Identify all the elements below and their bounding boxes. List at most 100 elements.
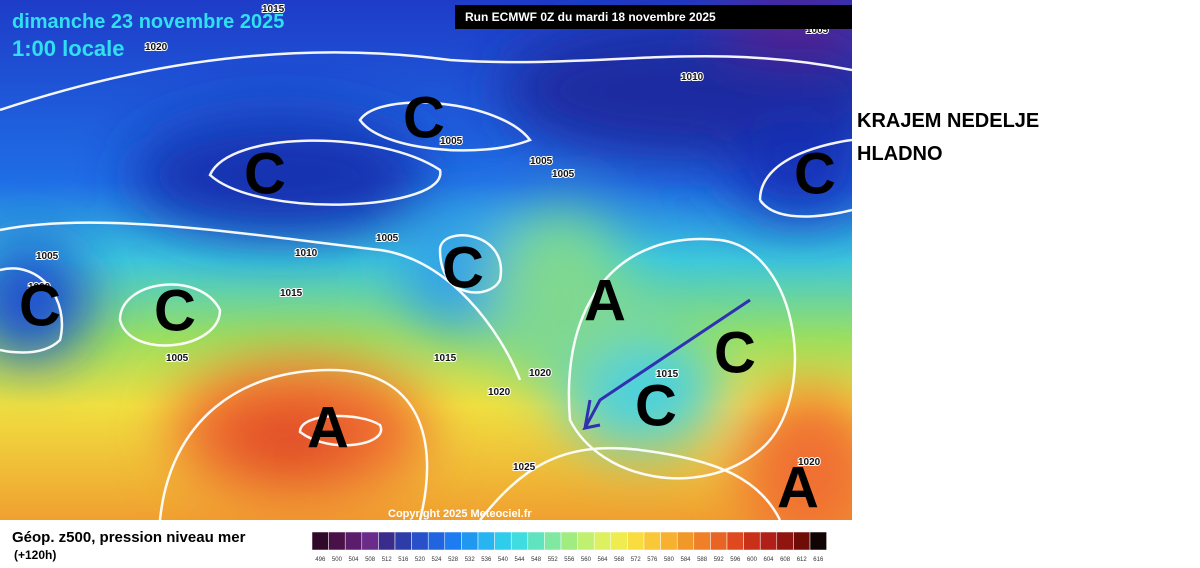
colorbar-swatch — [461, 531, 479, 551]
pressure-system: A — [584, 268, 626, 333]
colorbar-swatch — [793, 531, 811, 551]
colorbar-label: 520 — [415, 557, 426, 563]
copyright: Copyright 2025 Meteociel.fr — [388, 508, 532, 520]
colorbar-label: 556 — [564, 557, 575, 563]
colorbar-label: 524 — [431, 557, 442, 563]
colorbar-label: 552 — [548, 557, 559, 563]
colorbar-label: 584 — [680, 557, 691, 563]
colorbar-swatch — [394, 531, 412, 551]
isobar-label: 1015 — [280, 288, 303, 299]
map: 1015 1020 1005 1010 1005 1005 1005 1010 1005 1000… — [0, 0, 852, 520]
isobar-label: 1015 — [434, 353, 457, 364]
run-info: Run ECMWF 0Z du mardi 18 novembre 2025 — [465, 10, 716, 24]
time-label: 1:00 locale — [12, 36, 125, 61]
colorbar-swatch — [510, 531, 529, 551]
colorbar-swatch — [809, 531, 827, 551]
colorbar-swatch — [593, 531, 612, 551]
colorbar-swatch — [344, 531, 363, 551]
colorbar-swatch — [560, 531, 578, 551]
colorbar-label: 596 — [730, 557, 741, 563]
colorbar-label: 592 — [714, 557, 725, 563]
isobar-label: 1020 — [529, 368, 552, 379]
pressure-system: A — [777, 455, 819, 520]
colorbar-label: 600 — [747, 557, 758, 563]
isobar-label: 1000 — [28, 282, 51, 293]
pressure-system: C — [635, 373, 677, 438]
annotation-line: KRAJEM NEDELJE — [857, 110, 1039, 132]
colorbar-swatch — [527, 531, 545, 551]
colorbar-label: 516 — [398, 557, 409, 563]
colorbar-label: 512 — [382, 557, 393, 563]
colorbar-swatch — [361, 531, 379, 551]
colorbar-swatch — [627, 531, 645, 551]
colorbar-swatch — [544, 531, 562, 551]
colorbar-swatch — [776, 531, 794, 551]
colorbar-label: 564 — [597, 557, 608, 563]
isobar-label: 1015 — [262, 4, 285, 15]
colorbar-swatch — [444, 531, 462, 551]
lead-time: (+120h) — [14, 548, 56, 562]
isobar-label: 1025 — [513, 462, 536, 473]
isobar-label: 1005 — [166, 353, 189, 364]
colorbar-label: 536 — [481, 557, 492, 563]
colorbar-label: 588 — [697, 557, 708, 563]
colorbar-swatch — [610, 531, 628, 551]
colorbar-swatch — [743, 531, 761, 551]
pressure-system: A — [307, 395, 349, 460]
colorbar-label: 528 — [448, 557, 459, 563]
isobar-label: 1005 — [552, 169, 575, 180]
colorbar-swatch — [411, 531, 429, 551]
colorbar-label: 612 — [797, 557, 808, 563]
colorbar-swatch — [311, 531, 329, 551]
colorbar-label: 608 — [780, 557, 791, 563]
colorbar-swatch — [494, 531, 512, 551]
isobar-label: 1005 — [530, 156, 553, 167]
colorbar-label: 568 — [614, 557, 625, 563]
isobar-label: 1005 — [440, 136, 463, 147]
isobar-label: 1020 — [488, 387, 511, 398]
colorbar-swatch — [676, 531, 695, 551]
date-label: dimanche 23 novembre 2025 — [12, 11, 284, 33]
colorbar-swatch — [726, 531, 744, 551]
pressure-system: C — [403, 85, 445, 150]
colorbar-label: 508 — [365, 557, 376, 563]
colorbar-swatch — [643, 531, 661, 551]
pressure-system: C — [244, 141, 286, 206]
colorbar-label: 572 — [631, 557, 642, 563]
colorbar: 496 500 504 508 512 516 520 524 528 532 536 540 544 5… — [311, 531, 827, 563]
isobar-label: 1020 — [798, 457, 821, 468]
colorbar-label: 560 — [581, 557, 592, 563]
pressure-system: C — [154, 278, 196, 343]
isobar-label: 1010 — [681, 72, 704, 83]
colorbar-label: 504 — [348, 557, 359, 563]
colorbar-swatch — [477, 531, 495, 551]
legend-title: Géop. z500, pression niveau mer — [12, 529, 246, 546]
colorbar-label: 548 — [531, 557, 542, 563]
colorbar-label: 604 — [763, 557, 774, 563]
colorbar-swatch — [378, 531, 396, 551]
colorbar-swatch — [577, 531, 595, 551]
colorbar-swatch — [759, 531, 778, 551]
colorbar-label: 580 — [664, 557, 675, 563]
pressure-system: C — [794, 141, 836, 206]
colorbar-swatch — [328, 531, 346, 551]
colorbar-label: 500 — [332, 557, 343, 563]
pressure-system: C — [714, 320, 756, 385]
colorbar-label: 576 — [647, 557, 658, 563]
colorbar-label: 496 — [315, 557, 326, 563]
pressure-system: C — [442, 235, 484, 300]
colorbar-swatch — [427, 531, 446, 551]
isobar-label: 1005 — [36, 251, 59, 262]
run-banner — [455, 5, 852, 29]
isobar-labels: 1015 1020 1005 1010 1005 1005 1005 1010 1005 1000… — [27, 3, 830, 474]
pressure-system: C — [19, 273, 61, 338]
colorbar-swatch — [693, 531, 711, 551]
isobar-label: 1010 — [295, 248, 318, 259]
isobar-label: 1020 — [145, 42, 168, 53]
colorbar-label: 532 — [465, 557, 476, 563]
colorbar-swatch — [710, 531, 728, 551]
colorbar-swatch — [660, 531, 678, 551]
